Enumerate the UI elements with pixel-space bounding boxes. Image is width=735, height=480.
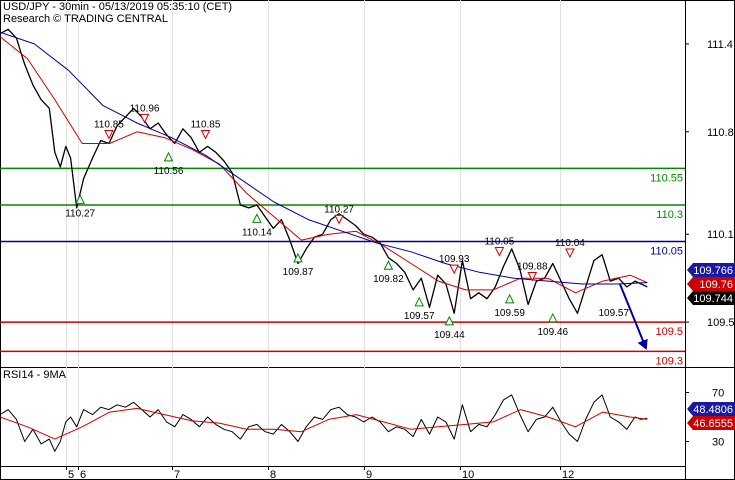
x-tick-label: 9 [366,469,372,480]
support-marker [163,151,174,162]
annotation-label: 109.57 [404,311,435,322]
price-badge-red [687,277,735,291]
x-tick-label: 8 [270,469,276,480]
rsi-badge-label: 48.4806 [693,404,733,416]
resistance-marker [334,214,344,225]
resistance-marker [200,129,211,140]
annotation-label: 110.14 [242,227,272,238]
y-tick-label: 109.5 [707,317,735,329]
level-label-support: 109.5 [655,326,683,338]
annotation-label: 110.96 [130,103,160,114]
support-marker [75,194,85,204]
rsi-tick-label: 70 [712,388,724,400]
y-tick-label: 110.1 [707,229,734,241]
annotation-label: 109.59 [494,308,525,319]
level-label-resistance: 110.3 [656,209,683,221]
annotation-label: 109.44 [434,330,465,341]
price-badge-label: 109.766 [693,265,733,277]
y-tick-label: 111.4 [707,39,733,51]
x-tick-label: 5 [68,469,74,480]
price-badge-blue [687,263,735,277]
resistance-marker [104,129,114,140]
support-marker [504,293,515,304]
series-ma_fast [0,36,648,294]
annotation-label: 110.04 [555,238,585,249]
price-badge-black [687,291,735,305]
annotation-label: 110.27 [65,208,95,219]
annotation-label: 110.56 [154,166,184,177]
resistance-marker [139,113,150,124]
level-label-resistance: 110.55 [650,172,683,184]
series-ma_slow [0,31,648,285]
resistance-marker [449,264,459,275]
level-label-support: 109.3 [655,355,683,367]
resistance-marker [527,271,538,282]
level-label-pivot: 110.05 [650,246,683,258]
support-marker [547,312,558,323]
annotation-label: 110.85 [191,119,221,130]
rsi-badge-red [687,416,735,430]
support-marker [414,296,425,307]
resistance-marker [565,248,575,259]
rsi-series-ma [0,407,648,440]
annotation-label: 109.82 [373,274,404,285]
annotation-label: 110.85 [94,119,124,130]
rsi-badge-label: 46.6555 [693,418,733,430]
annotation-label: 109.87 [283,267,314,278]
support-marker [293,252,303,263]
rsi-badge-blue [687,402,735,416]
x-tick-label: 12 [562,469,574,480]
forecast-arrow-shaft [618,283,646,346]
annotation-label: 110.05 [484,237,514,248]
annotation-label: 109.57 [598,308,629,319]
x-tick-label: 7 [174,469,180,480]
support-marker [252,213,262,223]
price-badge-label: 109.744 [693,293,733,305]
rsi-tick-label: 30 [712,437,724,449]
price-badge-label: 109.76 [699,279,733,291]
annotation-label: 110.27 [324,204,354,215]
rsi-panel-title: RSI14 - 9MA [3,369,67,381]
x-tick-label: 10 [462,469,474,480]
resistance-marker [494,247,505,257]
chart-title: USD/JPY - 30min - 05/13/2019 05:35:10 (C… [3,1,233,13]
support-marker [444,315,455,326]
annotation-label: 109.88 [517,261,548,272]
forecast-arrow-head [637,338,648,350]
support-marker [383,260,394,270]
series-price [0,28,648,314]
annotation-label: 109.46 [537,327,568,338]
chart-source: Research © TRADING CENTRAL [3,13,168,25]
annotation-label: 109.93 [439,254,470,265]
rsi-series-rsi [0,394,648,452]
y-tick-label: 110.8 [707,127,734,139]
x-tick-label: 6 [80,469,86,480]
